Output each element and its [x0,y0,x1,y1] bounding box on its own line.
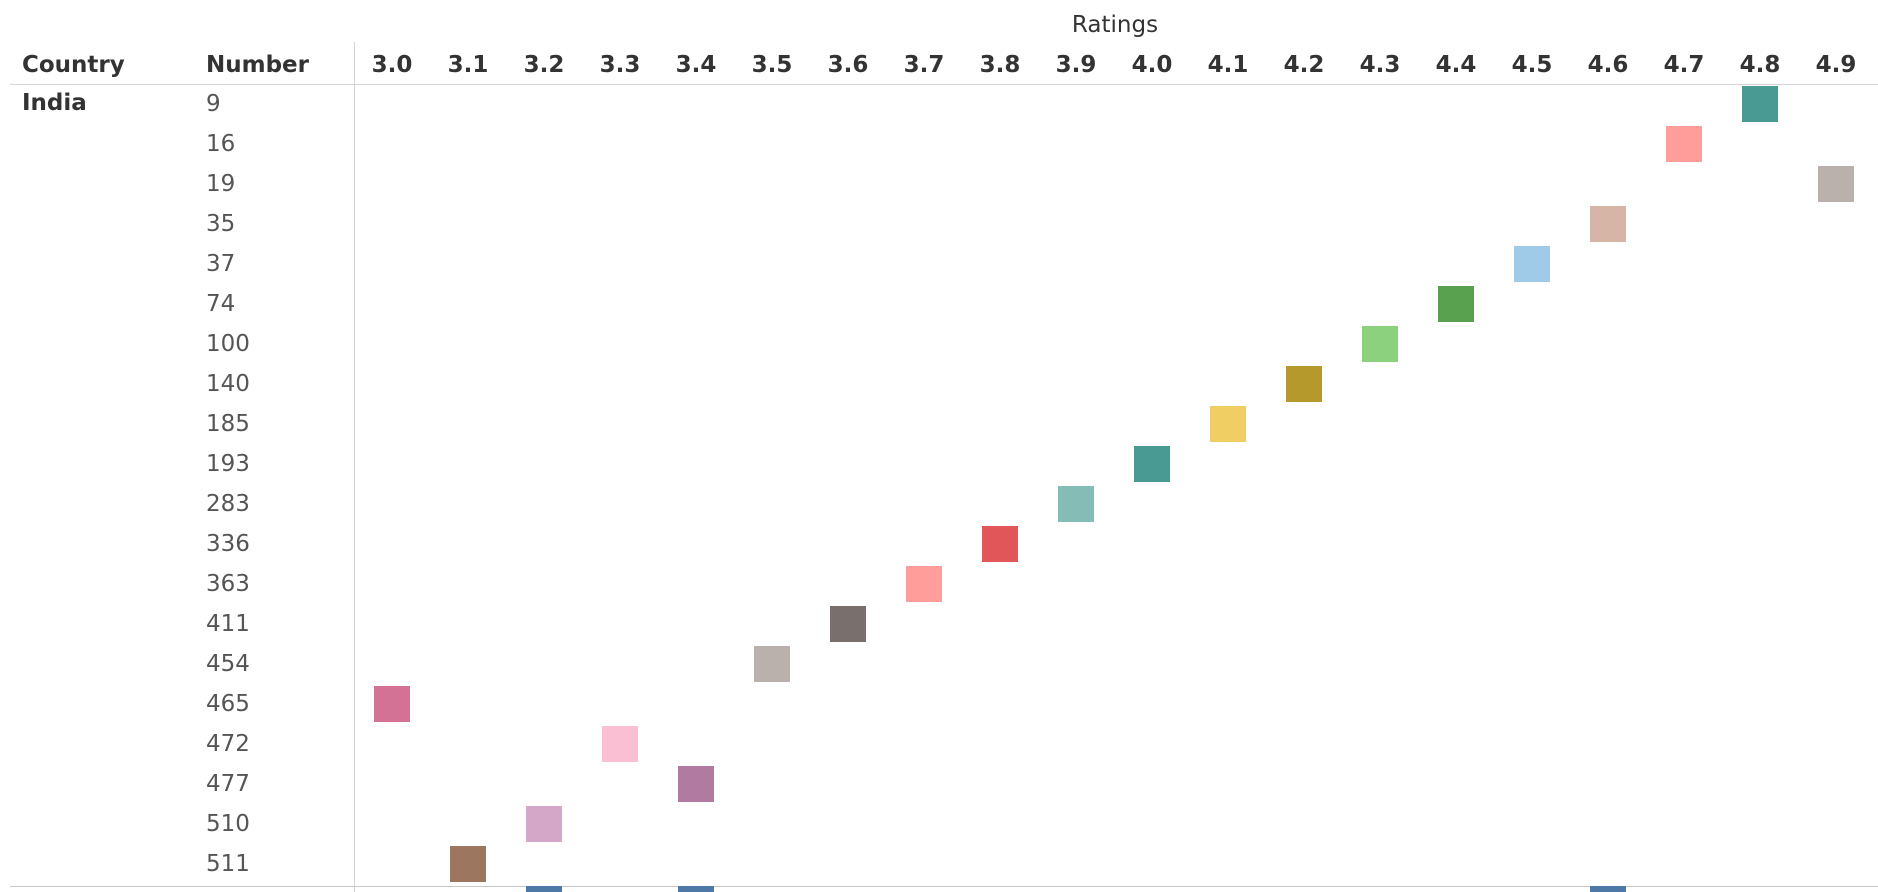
heatmap-mark [1590,206,1626,242]
columns-header-title: Ratings [1071,12,1159,38]
x-tick-label: 3.0 [371,52,413,78]
heatmap-mark [526,806,562,842]
row-number-label: 472 [206,731,250,757]
bottom-divider [10,886,1878,887]
heatmap-mark [1742,86,1778,122]
x-tick-label: 4.2 [1283,52,1325,78]
row-number-label: 185 [206,411,250,437]
heatmap-mark [1362,326,1398,362]
row-number-label: 16 [206,131,236,157]
x-tick-label: 4.1 [1207,52,1249,78]
header-divider [10,84,1878,85]
row-number-label: 100 [206,331,250,357]
x-tick-label: 4.8 [1739,52,1781,78]
row-number-label: 37 [206,251,236,277]
heatmap-mark [602,726,638,762]
x-tick-label: 3.2 [523,52,565,78]
x-tick-label: 3.7 [903,52,945,78]
row-number-label: 19 [206,171,236,197]
heatmap-mark [754,646,790,682]
heatmap-mark [678,766,714,802]
row-number-label: 74 [206,291,236,317]
x-tick-label: 3.8 [979,52,1021,78]
heatmap-mark [906,566,942,602]
row-number-label: 283 [206,491,250,517]
heatmap-mark-partial [1590,886,1626,892]
plot-area-divider [354,42,355,892]
heatmap-mark [1666,126,1702,162]
row-number-label: 193 [206,451,250,477]
x-tick-label: 3.9 [1055,52,1097,78]
row-number-label: 510 [206,811,250,837]
heatmap-mark [1058,486,1094,522]
heatmap-mark [1286,366,1322,402]
x-tick-label: 3.4 [675,52,717,78]
row-number-label: 477 [206,771,250,797]
heatmap-mark [1210,406,1246,442]
heatmap-mark-partial [526,886,562,892]
row-number-label: 336 [206,531,250,557]
heatmap-mark [982,526,1018,562]
x-tick-label: 4.7 [1663,52,1705,78]
x-tick-label: 4.3 [1359,52,1401,78]
x-tick-label: 4.9 [1815,52,1857,78]
x-tick-label: 4.4 [1435,52,1477,78]
row-number-label: 9 [206,91,221,117]
x-tick-label: 3.3 [599,52,641,78]
x-tick-label: 3.1 [447,52,489,78]
row-header-country: Country [22,52,125,78]
row-number-label: 140 [206,371,250,397]
row-number-label: 411 [206,611,250,637]
country-label-india: India [22,90,87,116]
heatmap-mark [1134,446,1170,482]
row-number-label: 454 [206,651,250,677]
row-number-label: 465 [206,691,250,717]
heatmap-mark-partial [678,886,714,892]
x-tick-label: 4.6 [1587,52,1629,78]
row-number-label: 363 [206,571,250,597]
x-tick-label: 4.0 [1131,52,1173,78]
x-tick-label: 3.6 [827,52,869,78]
row-header-number: Number [206,52,309,78]
x-tick-label: 3.5 [751,52,793,78]
heatmap-mark [1514,246,1550,282]
heatmap-mark [374,686,410,722]
x-tick-label: 4.5 [1511,52,1553,78]
row-number-label: 35 [206,211,236,237]
heatmap-mark [830,606,866,642]
heatmap-mark [450,846,486,882]
heatmap-mark [1818,166,1854,202]
heatmap-mark [1438,286,1474,322]
row-number-label: 511 [206,851,250,877]
